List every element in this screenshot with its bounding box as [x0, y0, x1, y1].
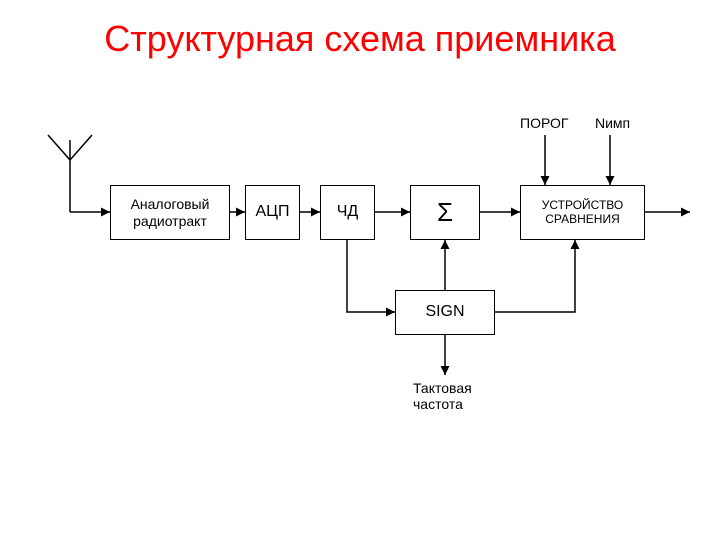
- antenna-icon: [48, 135, 92, 212]
- block-adc: АЦП: [245, 185, 300, 240]
- label-clock: Тактовая частота: [413, 380, 472, 412]
- diagram-canvas: [0, 0, 720, 540]
- block-sigma: Σ: [410, 185, 480, 240]
- block-sign: SIGN: [395, 290, 495, 335]
- polyline-chd_to_sign: [347, 240, 395, 312]
- label-nimp: Nимп: [595, 115, 630, 131]
- block-compare: УСТРОЙСТВО СРАВНЕНИЯ: [520, 185, 645, 240]
- block-analog: Аналоговый радиотракт: [110, 185, 230, 240]
- polyline-sign_to_comp: [495, 240, 575, 312]
- label-threshold: ПОРОГ: [520, 115, 568, 131]
- block-chd: ЧД: [320, 185, 375, 240]
